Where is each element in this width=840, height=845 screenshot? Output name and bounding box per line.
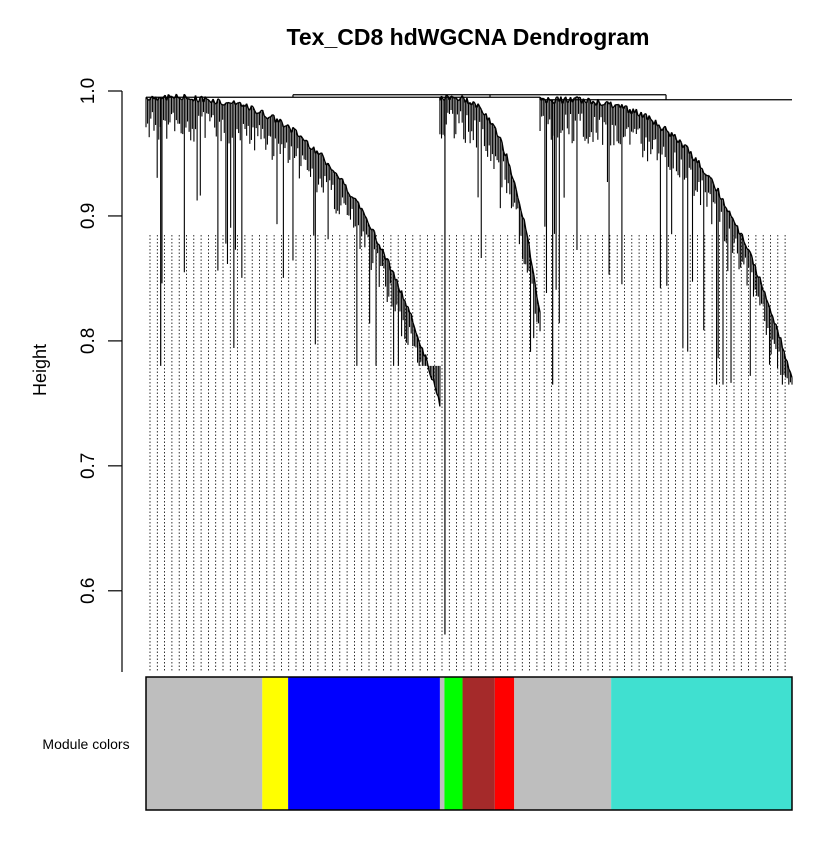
chart-title: Tex_CD8 hdWGCNA Dendrogram [287,24,650,50]
merge-edge [710,177,712,178]
merge-edge [667,131,669,132]
module-colors-label: Module colors [42,736,129,752]
merge-edge [295,129,297,130]
module-color-segment [440,677,445,810]
leaf-lines [150,235,785,672]
module-color-segment [444,677,462,810]
merge-edge [229,103,231,104]
merge-edge [747,249,749,250]
merge-edge [421,347,423,348]
merge-edge [251,106,253,107]
module-color-segment [262,677,288,810]
dendrogram-tree [146,94,792,634]
merge-edge [577,97,579,98]
y-tick-label: 0.8 [78,328,99,354]
merge-edge [410,313,412,314]
module-color-segment [514,677,611,810]
y-tick-label: 1.0 [78,78,99,104]
merge-edge [189,99,191,100]
merge-edge [774,324,776,325]
merge-edge [218,99,220,100]
merge-edge [704,173,706,174]
merge-edge [741,233,743,234]
module-color-segment [463,677,495,810]
merge-edge [446,95,448,96]
module-color-segment [146,677,262,810]
y-axis-label: Height [30,344,50,396]
y-axis: 0.6 0.7 0.8 0.9 1.0 [78,78,122,672]
y-tick-label: 0.7 [78,453,99,479]
module-color-segment [495,677,514,810]
module-color-segment [288,677,440,810]
merge-edge [378,244,380,245]
merge-edge [763,291,765,292]
merge-edge [306,140,308,141]
module-color-segment [611,677,792,810]
y-tick-label: 0.9 [78,203,99,229]
merge-edge [331,170,333,171]
module-color-bar [146,677,792,810]
y-tick-label: 0.6 [78,578,99,604]
